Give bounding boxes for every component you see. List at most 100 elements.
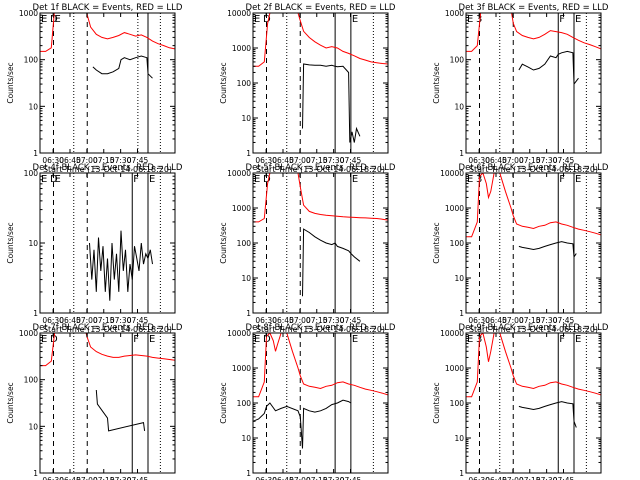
x-tick-label: 06:45 xyxy=(485,476,507,480)
x-axis-label: Start Time (13-Oct-14 06:18:20) xyxy=(43,165,172,174)
marker-label: F xyxy=(133,334,139,345)
series-lld-line xyxy=(466,333,601,398)
y-tick-label: 100 xyxy=(24,56,39,65)
y-tick-label: 10000 xyxy=(440,329,464,338)
panel-title: Det 7f BLACK = Events, RED = LLD xyxy=(33,323,183,333)
x-tick-label: 07:30 xyxy=(110,476,132,480)
y-axis-label: Counts/sec xyxy=(432,382,441,423)
marker-label: F xyxy=(559,14,565,25)
x-tick-label: 07:30 xyxy=(110,316,132,325)
x-tick-label: 07:45 xyxy=(340,156,362,165)
series-events-line xyxy=(518,401,577,428)
x-tick-label: 07:15 xyxy=(306,476,328,480)
y-tick-label: 1000 xyxy=(232,364,251,373)
x-tick-label: 07:30 xyxy=(110,156,132,165)
y-tick-label: 10 xyxy=(241,434,251,443)
x-tick-label: 06:45 xyxy=(485,316,507,325)
y-axis-label: Counts/sec xyxy=(432,222,441,263)
series-events-line xyxy=(95,389,146,432)
series-events-line xyxy=(92,55,153,79)
y-axis-label: Counts/sec xyxy=(6,62,15,103)
x-tick-label: 06:45 xyxy=(272,316,294,325)
y-tick-label: 10 xyxy=(241,274,251,283)
plot-frame xyxy=(39,12,176,154)
x-tick-label: 07:15 xyxy=(306,156,328,165)
y-tick-label: 1 xyxy=(246,149,251,158)
x-tick-label: 07:30 xyxy=(536,476,558,480)
panel-title: Det 8f BLACK = Events, RED = LLD xyxy=(246,323,396,333)
y-axis-label: Counts/sec xyxy=(219,222,228,263)
y-tick-label: 10 xyxy=(454,274,464,283)
panel-title: Det 6f BLACK = Events, RED = LLD xyxy=(459,163,609,173)
corner-label: E xyxy=(254,14,260,25)
y-tick-label: 1000 xyxy=(19,9,38,18)
x-tick-label: 07:00 xyxy=(76,156,98,165)
y-tick-label: 100 xyxy=(237,239,252,248)
y-axis-label: Counts/sec xyxy=(6,382,15,423)
y-tick-label: 1000 xyxy=(232,204,251,213)
y-tick-label: 10 xyxy=(28,422,38,431)
marker-label: E xyxy=(55,174,61,185)
y-tick-label: 100 xyxy=(237,399,252,408)
y-tick-label: 10000 xyxy=(227,169,251,178)
y-tick-label: 1 xyxy=(33,149,38,158)
x-tick-label: 07:00 xyxy=(76,316,98,325)
x-tick-label: 07:30 xyxy=(323,316,345,325)
marker-label: E xyxy=(55,14,61,25)
x-tick-label: 06:45 xyxy=(59,316,81,325)
x-tick-label: 06:30 xyxy=(42,156,64,165)
x-tick-label: 07:15 xyxy=(93,156,115,165)
x-tick-label: 07:00 xyxy=(502,476,524,480)
corner-label: D xyxy=(263,14,271,25)
series-events-line xyxy=(518,50,579,86)
x-tick-label: 07:45 xyxy=(553,156,575,165)
corner-label: E xyxy=(41,14,47,25)
y-tick-label: 1000 xyxy=(232,44,251,53)
y-tick-label: 1000 xyxy=(445,9,464,18)
x-tick-label: 06:45 xyxy=(59,156,81,165)
series-lld-line xyxy=(253,13,388,67)
marker-label: F xyxy=(133,174,139,185)
marker-label: F xyxy=(559,334,565,345)
y-tick-label: 100 xyxy=(450,399,465,408)
x-tick-label: 07:00 xyxy=(289,476,311,480)
marker-label: E xyxy=(575,334,581,345)
y-tick-label: 10000 xyxy=(227,9,251,18)
plot-frame xyxy=(252,332,389,474)
series-events-line xyxy=(89,230,153,301)
series-lld-line xyxy=(253,333,388,398)
corner-label: E xyxy=(254,334,260,345)
y-tick-label: 10 xyxy=(28,102,38,111)
x-tick-label: 06:30 xyxy=(42,316,64,325)
y-tick-label: 10000 xyxy=(440,169,464,178)
x-axis-label: Start Time (13-Oct-14 06:18:20) xyxy=(43,325,172,334)
corner-label: E xyxy=(41,174,47,185)
x-tick-label: 07:15 xyxy=(93,476,115,480)
y-tick-label: 1000 xyxy=(19,329,38,338)
corner-label: E xyxy=(254,174,260,185)
plot-frame xyxy=(39,172,176,314)
series-lld-line xyxy=(466,13,601,52)
corner-label: D xyxy=(263,174,271,185)
y-tick-label: 10 xyxy=(454,102,464,111)
marker-label: F xyxy=(559,174,565,185)
panel-title: Det 3f BLACK = Events, RED = LLD xyxy=(459,3,609,13)
x-tick-label: 07:30 xyxy=(536,316,558,325)
marker-label: E xyxy=(352,334,358,345)
y-tick-label: 10 xyxy=(454,434,464,443)
x-tick-label: 06:45 xyxy=(59,476,81,480)
y-tick-label: 1000 xyxy=(445,204,464,213)
x-tick-label: 07:45 xyxy=(127,476,149,480)
y-tick-label: 1 xyxy=(246,469,251,478)
marker-label: E xyxy=(575,14,581,25)
series-lld-line xyxy=(40,13,175,52)
plot-frame xyxy=(465,172,602,314)
y-tick-label: 10000 xyxy=(227,329,251,338)
